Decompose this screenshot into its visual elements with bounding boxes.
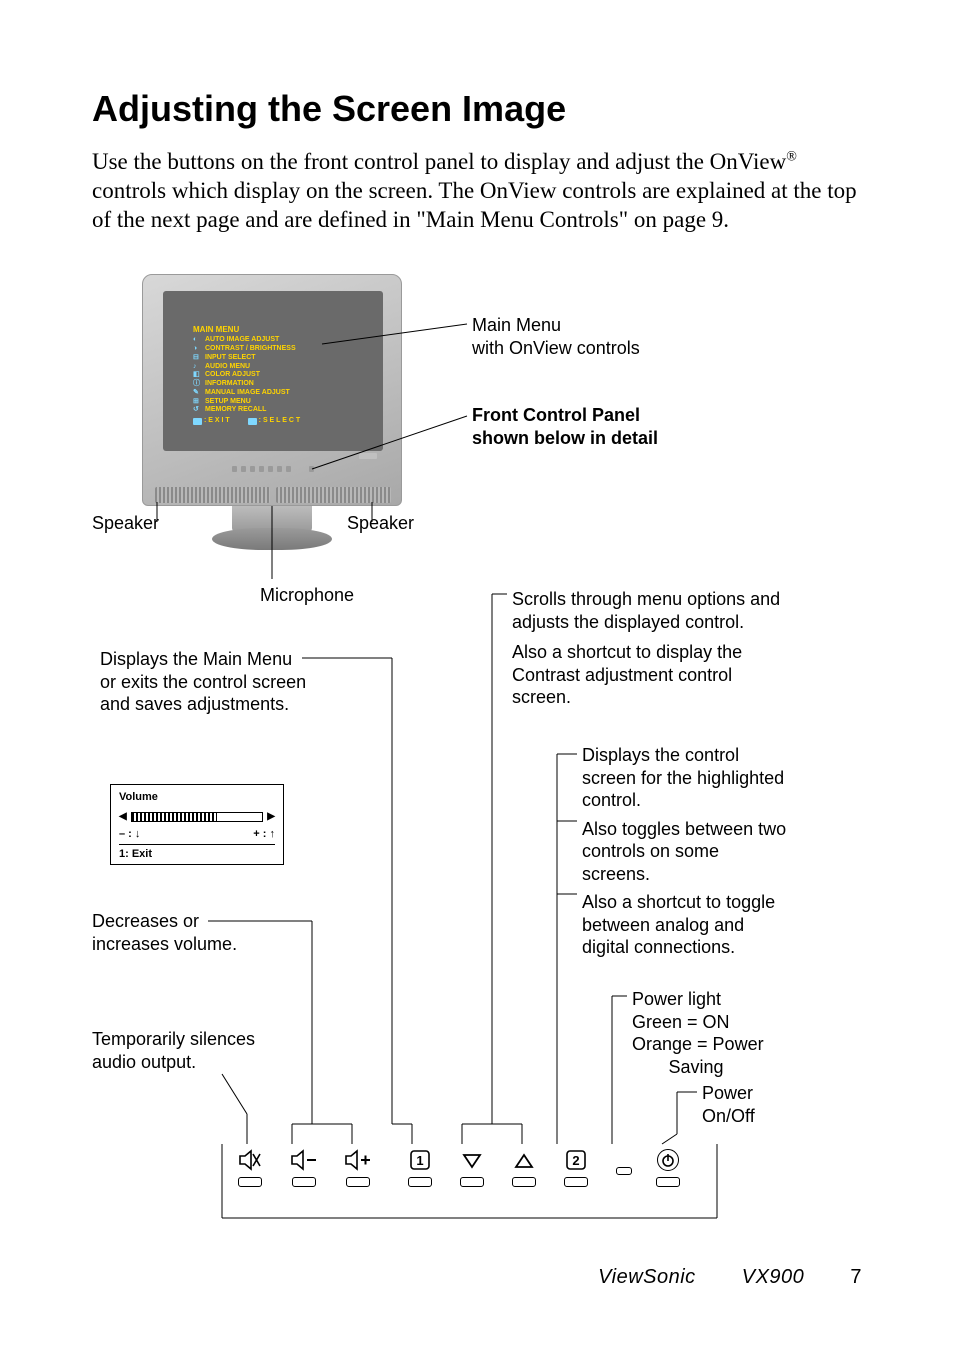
volume-title: Volume	[119, 791, 275, 803]
monitor-speakers	[155, 487, 391, 503]
label-speaker-right: Speaker	[347, 512, 414, 535]
svg-text:2: 2	[572, 1153, 579, 1168]
registered-mark: ®	[786, 149, 797, 164]
label-fcp: Front Control Panel shown below in detai…	[472, 404, 658, 449]
footer-page: 7	[850, 1266, 862, 1288]
menu-1-button[interactable]: 1	[402, 1149, 438, 1187]
label-voldesc: Decreases or increases volume.	[92, 910, 237, 955]
volume-osd: Volume ◀ ▶ – : ↓ + : ↑ 1: Exit	[110, 784, 284, 865]
osd-footer: : E X I T : S E L E C T	[193, 417, 373, 426]
osd-menu: MAIN MENU ◐AUTO IMAGE ADJUST ◑CONTRAST /…	[193, 325, 373, 426]
volume-exit-hint: 1: Exit	[119, 844, 275, 860]
osd-item: ♪AUDIO MENU	[193, 363, 373, 372]
menu-2-button[interactable]: 2	[558, 1149, 594, 1187]
vol-down-button[interactable]	[286, 1149, 322, 1187]
osd-item: ◐AUTO IMAGE ADJUST	[193, 336, 373, 345]
osd-title: MAIN MENU	[193, 325, 373, 335]
osd-item: ✎MANUAL IMAGE ADJUST	[193, 389, 373, 398]
label-scroll: Scrolls through menu options and adjusts…	[512, 588, 780, 709]
monitor-buttons-row	[163, 461, 383, 477]
intro-line2: controls which display on the screen. Th…	[92, 178, 857, 232]
power-button[interactable]	[650, 1149, 686, 1187]
vol-up-button[interactable]	[340, 1149, 376, 1187]
label-mute: Temporarily silences audio output.	[92, 1028, 255, 1073]
svg-text:1: 1	[416, 1153, 423, 1168]
volume-bar	[131, 812, 264, 822]
mute-button[interactable]	[232, 1149, 268, 1187]
footer-brand: ViewSonic	[598, 1266, 696, 1288]
label-power: Power On/Off	[702, 1082, 755, 1127]
page-footer: ViewSonic VX900 7	[598, 1266, 862, 1289]
vol-minus-tri: ◀	[119, 811, 127, 822]
down-button[interactable]	[454, 1149, 490, 1187]
footer-model: VX900	[742, 1266, 805, 1288]
osd-item: ↺MEMORY RECALL	[193, 406, 373, 415]
intro-line1: Use the buttons on the front control pan…	[92, 149, 786, 174]
intro-paragraph: Use the buttons on the front control pan…	[92, 148, 862, 234]
monitor-screen: MAIN MENU ◐AUTO IMAGE ADJUST ◑CONTRAST /…	[163, 291, 383, 451]
label-pwrlight: Power light Green = ON Orange = Power Sa…	[632, 988, 764, 1078]
vol-plus-tri: ▶	[267, 811, 275, 822]
diagram: MAIN MENU ◐AUTO IMAGE ADJUST ◑CONTRAST /…	[92, 274, 862, 1234]
label-microphone: Microphone	[260, 584, 354, 607]
monitor-body: MAIN MENU ◐AUTO IMAGE ADJUST ◑CONTRAST /…	[142, 274, 402, 506]
osd-item: ◑CONTRAST / BRIGHTNESS	[193, 345, 373, 354]
osd-item: ⊟INPUT SELECT	[193, 354, 373, 363]
monitor-base	[212, 528, 332, 550]
label-disp2: Displays the control screen for the high…	[582, 744, 786, 959]
label-mainbtn: Displays the Main Menu or exits the cont…	[100, 648, 306, 716]
volume-plus-hint: + : ↑	[253, 828, 275, 840]
osd-item: ⓘINFORMATION	[193, 380, 373, 389]
label-speaker-left: Speaker	[92, 512, 159, 535]
front-panel-row: 1 2	[232, 1149, 712, 1209]
power-led	[606, 1167, 642, 1175]
label-mainmenu: Main Menu with OnView controls	[472, 314, 640, 359]
osd-item: ◧COLOR ADJUST	[193, 371, 373, 380]
volume-minus-hint: – : ↓	[119, 828, 140, 840]
up-button[interactable]	[506, 1149, 542, 1187]
page-title: Adjusting the Screen Image	[92, 88, 862, 130]
osd-item: ⊞SETUP MENU	[193, 398, 373, 407]
